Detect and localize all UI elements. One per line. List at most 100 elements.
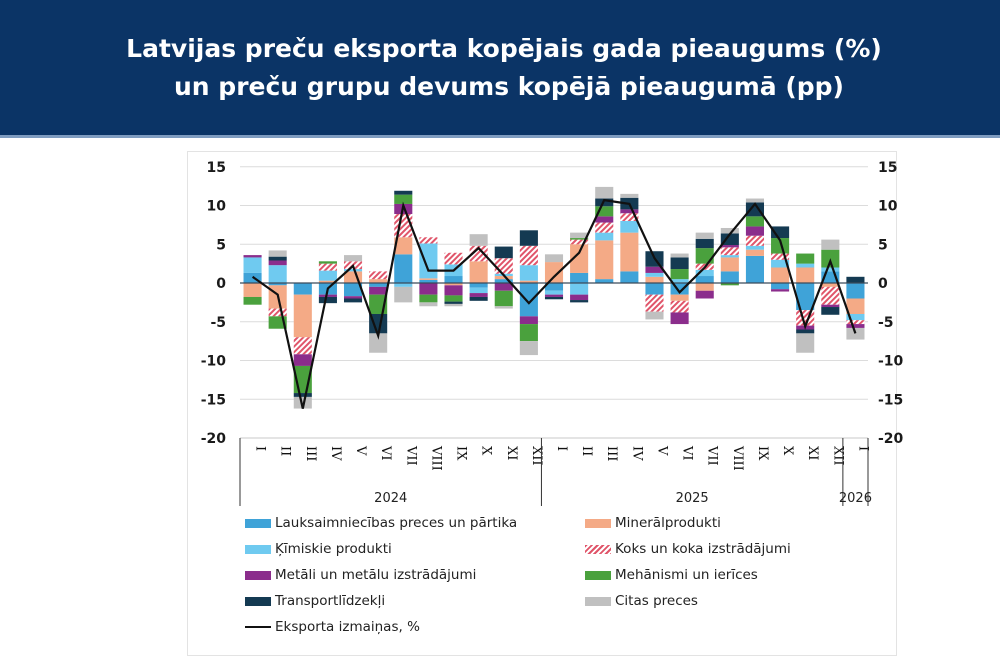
bar-stack <box>369 271 388 353</box>
x-tick-label: XI <box>805 446 820 460</box>
bar-segment <box>670 257 689 270</box>
bar-segment <box>394 194 413 204</box>
bar-segment <box>369 271 388 280</box>
bar-stack <box>620 193 639 283</box>
title-line-1: Latvijas preču eksporta kopējais gada pi… <box>126 34 882 63</box>
bar-stack-group <box>243 186 865 409</box>
bar-stack <box>846 276 865 340</box>
x-tick-label: VI <box>378 445 393 461</box>
y-tick-label-right: 10 <box>878 199 898 215</box>
bar-stack <box>595 186 614 283</box>
bar-segment <box>419 243 438 279</box>
y-tick-label-left: -15 <box>201 392 226 408</box>
bar-segment <box>645 272 664 277</box>
bar-segment <box>544 290 564 295</box>
bar-segment <box>544 283 564 291</box>
bar-segment <box>821 307 840 315</box>
bar-segment <box>595 216 614 223</box>
bar-stack <box>720 227 739 286</box>
bar-stack <box>695 232 714 299</box>
title-line-2: un preču grupu devums kopējā pieaugumā (… <box>174 72 844 101</box>
x-tick-label: IX <box>755 446 770 461</box>
x-tick-label: III <box>303 446 318 461</box>
bar-segment <box>670 294 689 301</box>
legend-item: Mehānismi un ierīces <box>585 567 758 583</box>
bar-segment <box>494 258 513 274</box>
bar-segment <box>494 290 513 307</box>
bar-segment <box>243 296 262 305</box>
x-tick-label: VII <box>403 445 418 466</box>
y-tick-label-left: -10 <box>201 354 227 370</box>
x-axis: I II III IV V VI VII VIII IX X XI XII I II III IV V VI VII… <box>239 437 872 506</box>
bar-segment <box>293 294 312 338</box>
bar-segment <box>343 296 363 299</box>
bar-segment <box>745 226 765 236</box>
bar-stack <box>444 252 463 307</box>
x-tick-label: I <box>554 446 569 451</box>
bar-stack <box>419 237 438 307</box>
year-label: 2026 <box>839 491 872 506</box>
bar-segment <box>620 213 639 221</box>
bar-segment <box>243 255 262 258</box>
bar-segment <box>645 276 664 283</box>
legend-label: Koks un koka izstrādājumi <box>615 541 791 557</box>
bar-stack <box>243 255 262 305</box>
bar-segment <box>771 238 790 254</box>
bar-segment <box>796 263 815 268</box>
bar-segment <box>394 283 413 287</box>
bar-segment <box>268 308 287 317</box>
bar-segment <box>343 298 363 303</box>
export-change-line-group <box>251 198 857 409</box>
bar-segment <box>369 314 388 334</box>
bar-segment <box>444 285 463 296</box>
bar-segment <box>519 316 538 325</box>
bar-segment <box>469 287 488 294</box>
bar-segment <box>670 279 689 283</box>
bar-segment <box>720 245 739 248</box>
y-tick-label-right: -10 <box>878 354 904 370</box>
bar-segment <box>469 245 488 262</box>
bar-segment <box>745 202 765 217</box>
bar-segment <box>620 271 639 283</box>
bar-segment <box>846 324 865 328</box>
bar-segment <box>494 283 513 291</box>
bar-segment <box>293 283 312 295</box>
legend-item: Transportlīdzekļi <box>245 593 385 609</box>
bar-segment <box>343 269 363 272</box>
bar-segment <box>268 250 287 257</box>
bar-segment <box>720 255 739 258</box>
y-tick-label-right: -5 <box>878 315 894 331</box>
bar-segment <box>369 279 388 283</box>
x-tick-label: I <box>253 446 268 451</box>
bar-segment <box>821 271 840 283</box>
bar-segment <box>620 221 639 233</box>
bar-stack <box>670 253 689 325</box>
bar-segment <box>544 296 564 300</box>
bar-segment <box>796 283 815 311</box>
bar-segment <box>519 324 538 342</box>
legend-label: Metāli un metālu izstrādājumi <box>275 567 477 583</box>
legend-label: Ķīmiskie produkti <box>275 541 392 557</box>
bar-segment <box>695 248 714 264</box>
bar-segment <box>620 232 639 272</box>
bar-segment <box>570 283 589 295</box>
bar-segment <box>645 311 664 320</box>
bar-segment <box>670 253 689 258</box>
bar-segment <box>343 271 363 283</box>
bar-segment <box>670 269 689 280</box>
bar-segment <box>670 312 689 325</box>
bar-segment <box>369 283 388 287</box>
bar-segment <box>243 283 262 297</box>
bar-segment <box>419 302 438 307</box>
bar-segment <box>469 261 488 283</box>
legend-label: Eksporta izmaiņas, % <box>275 619 420 635</box>
bar-segment <box>796 333 815 353</box>
bar-segment <box>620 193 639 198</box>
bar-segment <box>293 354 312 366</box>
bar-segment <box>821 304 840 308</box>
bar-segment <box>318 296 337 304</box>
x-tick-label: V <box>654 445 669 456</box>
bar-segment <box>771 253 790 260</box>
bar-segment <box>695 290 714 299</box>
